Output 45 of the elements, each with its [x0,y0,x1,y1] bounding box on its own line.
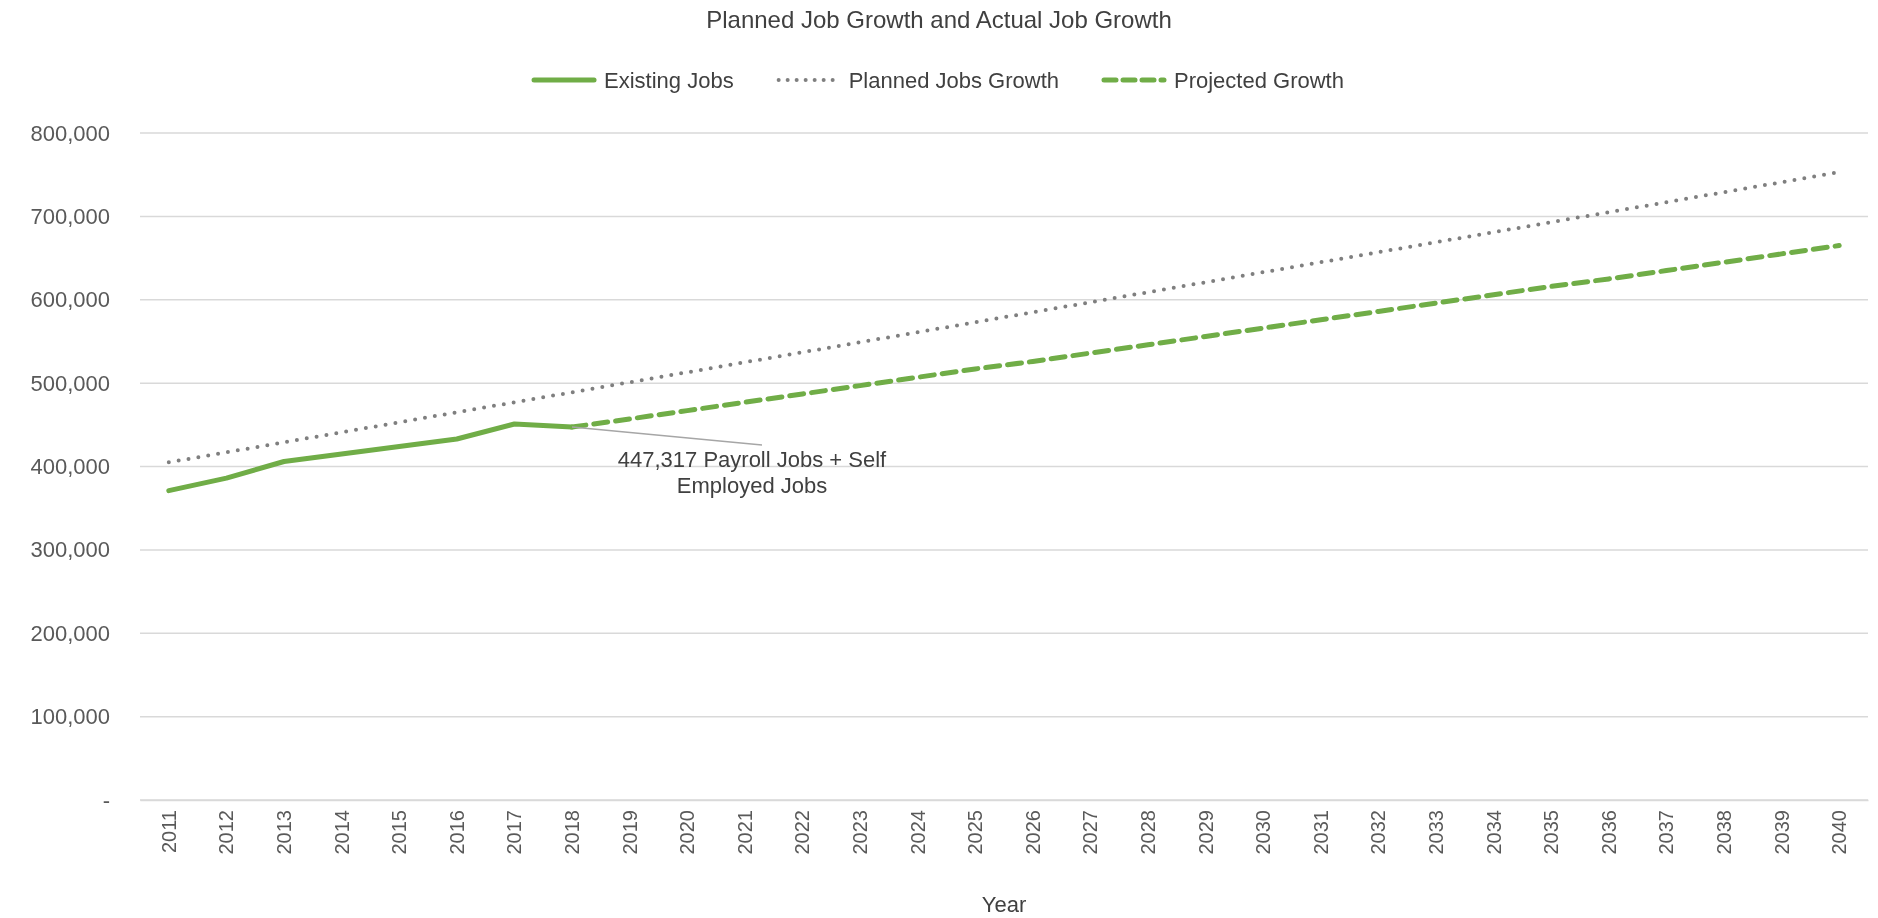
x-tick-label: 2022 [791,810,814,855]
x-tick-label: 2016 [445,810,468,855]
x-tick-label: 2035 [1540,810,1563,855]
x-tick-label: 2031 [1309,810,1332,855]
x-tick-label: 2020 [676,810,699,855]
x-tick-label: 2023 [849,810,871,855]
y-tick-label: 300,000 [30,537,110,563]
x-tick-label: 2012 [215,810,238,855]
x-tick-label: 2011 [157,810,180,854]
x-tick-label: 2028 [1137,810,1159,855]
y-tick-label: 200,000 [30,620,110,646]
x-tick-label: 2017 [503,810,526,855]
x-tick-label: 2034 [1482,810,1505,855]
y-tick-label: 500,000 [30,370,110,396]
x-tick-label: 2030 [1252,810,1275,855]
y-tick-label: 800,000 [30,120,110,146]
x-tick-label: 2032 [1367,810,1390,855]
x-tick-label: 2026 [1021,810,1044,855]
legend-label: Existing Jobs [604,68,734,93]
x-tick-label: 2033 [1425,810,1447,855]
x-tick-label: 2024 [906,810,929,855]
x-tick-label: 2021 [733,810,756,855]
x-tick-label: 2036 [1597,810,1620,855]
y-tick-label: 100,000 [30,704,110,730]
x-tick-label: 2025 [964,810,987,855]
legend-label: Projected Growth [1174,68,1344,93]
legend-label: Planned Jobs Growth [848,68,1059,93]
x-tick-label: 2018 [561,810,583,855]
x-tick-label: 2027 [1079,810,1102,855]
x-tick-label: 2013 [273,810,295,855]
y-tick-label: 700,000 [30,203,110,229]
y-tick-label: - [102,787,110,813]
y-tick-label: 600,000 [30,287,110,313]
x-tick-label: 2015 [388,810,411,855]
chart-title: Planned Job Growth and Actual Job Growth [706,6,1172,33]
x-axis-title: Year [981,892,1027,917]
x-tick-label: 2038 [1713,810,1735,855]
annotation: 447,317 Payroll Jobs + Self Employed Jobs [617,447,888,499]
x-tick-label: 2014 [330,810,353,855]
x-tick-label: 2029 [1194,810,1217,855]
x-tick-label: 2019 [618,810,641,855]
y-tick-label: 400,000 [30,454,110,480]
x-tick-label: 2039 [1770,810,1793,855]
x-tick-label: 2037 [1655,810,1678,855]
x-tick-label: 2040 [1828,810,1851,855]
